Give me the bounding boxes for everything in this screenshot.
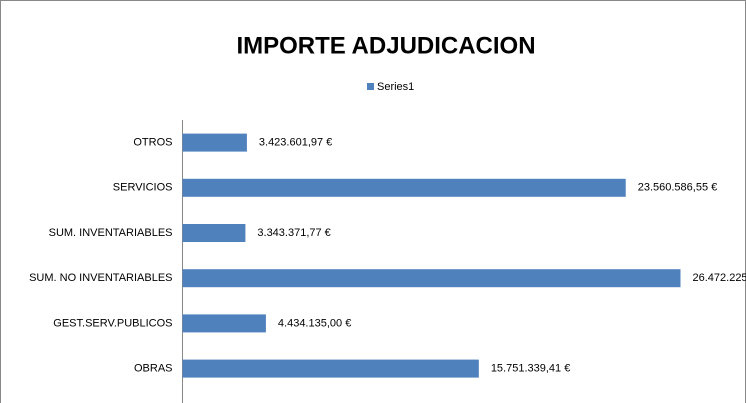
y-tick-label: OBRAS [134, 363, 173, 375]
data-label: 26.472.225,08 € [693, 272, 746, 284]
y-tick-label: SUM. NO INVENTARIABLES [29, 272, 172, 284]
chart-title: IMPORTE ADJUDICACION [236, 32, 535, 59]
bar [182, 269, 681, 288]
y-tick-label: SUM. INVENTARIABLES [49, 227, 173, 239]
bar [182, 178, 626, 197]
legend-swatch [367, 83, 374, 90]
legend: Series1 [367, 81, 414, 93]
data-label: 4.434.135,00 € [278, 317, 351, 329]
y-tick-label: OTROS [133, 137, 172, 149]
bar [182, 224, 246, 242]
legend-label: Series1 [377, 81, 414, 93]
data-label: 23.560.586,55 € [638, 182, 718, 194]
data-label: 3.343.371,77 € [257, 227, 330, 239]
data-label: 15.751.339,41 € [491, 363, 571, 375]
bar [182, 359, 479, 378]
data-label: 3.423.601,97 € [259, 137, 332, 149]
bar [182, 133, 247, 152]
y-tick-label: SERVICIOS [113, 182, 173, 194]
y-tick-label: GEST.SERV.PUBLICOS [53, 317, 172, 329]
bar [182, 314, 266, 333]
